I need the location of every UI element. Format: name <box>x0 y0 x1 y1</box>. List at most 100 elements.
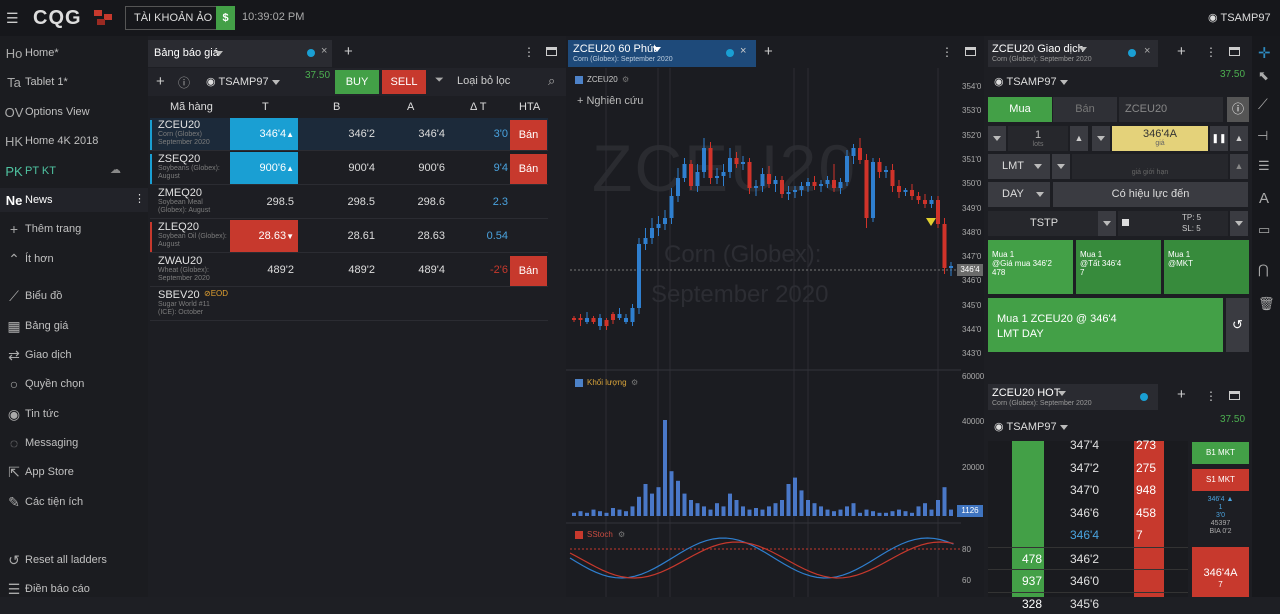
limit-up-icon[interactable]: ▲ <box>1230 154 1248 179</box>
ladder-row[interactable]: 478 346'2 <box>988 546 1188 569</box>
bid-column[interactable] <box>1012 441 1044 597</box>
more-vertical-icon[interactable]: ⋮ <box>134 193 145 205</box>
buy-market-button[interactable]: B1 MKT <box>1192 442 1249 464</box>
order-type-select[interactable]: LMT <box>988 154 1050 179</box>
trade-price-cell[interactable] <box>230 288 298 320</box>
line-tool-icon[interactable]: ⟋ <box>1258 96 1268 112</box>
ladder-row[interactable]: 347'0 948 <box>988 479 1188 501</box>
bid-cell[interactable]: 900'4 <box>348 162 375 174</box>
col-ask[interactable]: A <box>407 101 415 113</box>
trade-price-cell[interactable]: 489'2 <box>267 264 294 276</box>
ladder-row[interactable]: 937 346'0 <box>988 569 1188 591</box>
ask-cell[interactable]: 900'6 <box>418 162 445 174</box>
ladder-row[interactable]: 347'4 273 <box>988 434 1188 456</box>
more-vertical-icon[interactable]: ⋮ <box>1205 45 1217 59</box>
chart-symbol-label[interactable]: ZCEU20 <box>587 75 618 84</box>
more-vertical-icon[interactable]: ⋮ <box>523 45 535 59</box>
place-order-button[interactable]: Mua 1 ZCEU20 @ 346'4 LMT DAY <box>988 298 1223 352</box>
volume-label[interactable]: Khối lượng <box>587 378 627 387</box>
sidebar-item-trade[interactable]: ⇄ Giao dịch <box>0 343 148 367</box>
chart-tab[interactable]: ZCEU20 60 Phút Corn (Globex): September … <box>568 40 756 67</box>
close-icon[interactable]: × <box>321 45 328 57</box>
search-icon[interactable]: ⌕ <box>548 73 556 88</box>
ask-price-button[interactable]: 346'4A 7 <box>1192 547 1249 597</box>
sell-button[interactable]: Bán <box>510 154 547 184</box>
more-vertical-icon[interactable]: ⋮ <box>1205 389 1217 403</box>
maximize-icon[interactable] <box>1229 391 1240 400</box>
bid-cell[interactable]: 28.61 <box>347 230 375 242</box>
ask-cell[interactable] <box>395 288 445 320</box>
qty-up-icon[interactable]: ▲ <box>1070 126 1088 151</box>
price-up-icon[interactable]: ▲ <box>1230 126 1248 151</box>
magnet-icon[interactable]: ⋂ <box>1258 262 1269 277</box>
close-icon[interactable]: × <box>1144 45 1151 57</box>
crosshair-icon[interactable]: ✛ <box>1258 45 1271 62</box>
study-button[interactable]: + Nghiên cứu <box>577 95 644 107</box>
add-tab-icon[interactable]: + <box>1177 43 1186 60</box>
trade-price-cell[interactable]: 346'4▲ <box>230 118 298 150</box>
maximize-icon[interactable] <box>546 47 557 56</box>
ladder-row[interactable]: 347'2 275 <box>988 457 1188 479</box>
sidebar-item-tablet[interactable]: Ta Tablet 1* <box>7 74 68 90</box>
quote-row[interactable]: ZCEU20 Corn (Globex) September 2020 346'4▲… <box>150 118 548 151</box>
col-bid[interactable]: B <box>333 101 341 113</box>
sidebar-item-options[interactable]: ○ Quyền chọn <box>0 372 148 396</box>
trade-price-cell[interactable]: 28.63▼ <box>230 220 298 252</box>
quick-buy-bid[interactable]: Mua 1 @Giá mua 346'2 478 <box>988 240 1073 294</box>
settings-icon[interactable]: ⚙ <box>631 378 639 387</box>
hot-tab[interactable]: ZCEU20 HOT Corn (Globex): September 2020 <box>988 384 1158 410</box>
trade-price-cell[interactable]: 298.5 <box>266 196 294 208</box>
pause-icon[interactable]: ❚❚ <box>1210 126 1228 151</box>
fib-icon[interactable]: ☰ <box>1258 158 1270 173</box>
symbol-input[interactable]: ZCEU20 <box>1119 97 1223 122</box>
col-delta[interactable]: Δ T <box>470 101 487 113</box>
ask-cell[interactable]: 346'4 <box>418 128 445 140</box>
tif-select[interactable]: DAY <box>988 182 1050 207</box>
tp-sl-field[interactable]: TP: 5 SL: 5 <box>1118 211 1228 236</box>
sidebar-item-less[interactable]: ⌃ Ít hơn <box>0 247 148 271</box>
ladder-row[interactable]: 328 345'6 <box>988 591 1188 614</box>
quote-board-tab[interactable]: Bảng báo giá × <box>148 40 332 67</box>
rectangle-tool-icon[interactable]: ▭ <box>1258 222 1271 237</box>
sell-button[interactable]: SELL <box>382 70 426 94</box>
info-icon[interactable]: ⓘ <box>1227 97 1249 122</box>
quick-buy-market[interactable]: Mua 1 @MKT <box>1164 240 1249 294</box>
sidebar-item-news[interactable]: Ne News ⋮ <box>0 188 148 212</box>
sidebar-item-chart[interactable]: ⟋ Biểu đồ <box>0 284 148 308</box>
ask-cell[interactable]: 489'4 <box>418 264 445 276</box>
tstp-select[interactable]: TSTP <box>988 211 1116 236</box>
sidebar-item-pt-kt[interactable]: PK PT KT ☁ <box>5 163 121 179</box>
sell-button[interactable]: Bán <box>510 256 547 286</box>
bid-cell[interactable] <box>320 288 375 320</box>
maximize-icon[interactable] <box>1229 47 1240 56</box>
maximize-icon[interactable] <box>965 47 976 56</box>
sidebar-item-options-view[interactable]: OV Options View <box>4 104 90 120</box>
trash-icon[interactable]: 🗑 <box>1258 296 1275 311</box>
more-vertical-icon[interactable]: ⋮ <box>941 45 953 59</box>
ask-cell[interactable]: 28.63 <box>417 230 445 242</box>
text-tool-icon[interactable]: A <box>1259 190 1270 207</box>
ask-column[interactable] <box>1134 441 1164 597</box>
settings-icon[interactable]: ⚙ <box>622 75 630 84</box>
ladder-row[interactable]: 346'4 7 <box>988 524 1188 546</box>
col-trade[interactable]: T <box>262 101 269 113</box>
limit-dropdown[interactable] <box>1052 154 1070 179</box>
sidebar-item-reset-ladders[interactable]: ↺ Reset all ladders <box>0 548 148 572</box>
sidebar-item-home[interactable]: Ho Home* <box>5 45 59 61</box>
col-symbol[interactable]: Mã hàng <box>170 101 213 113</box>
limit-price-field[interactable]: giá giới hạn <box>1072 154 1228 179</box>
menu-icon[interactable]: ☰ <box>6 10 19 26</box>
stoch-label[interactable]: SStoch <box>587 530 613 539</box>
dollar-button[interactable]: $ <box>216 6 235 30</box>
sell-side-button[interactable]: Bán <box>1053 97 1117 122</box>
trade-price-cell[interactable]: 900'6▲ <box>230 152 298 184</box>
sell-market-button[interactable]: S1 MKT <box>1192 469 1249 491</box>
bid-cell[interactable]: 489'2 <box>348 264 375 276</box>
bid-cell[interactable]: 346'2 <box>348 128 375 140</box>
add-tab-icon[interactable]: + <box>764 43 773 60</box>
buy-button[interactable]: BUY <box>335 70 379 94</box>
quantity-field[interactable]: 1 lots <box>1008 126 1068 151</box>
add-tab-icon[interactable]: + <box>344 43 353 60</box>
close-icon[interactable]: × <box>740 45 747 57</box>
ladder-row[interactable]: 346'6 458 <box>988 502 1188 524</box>
